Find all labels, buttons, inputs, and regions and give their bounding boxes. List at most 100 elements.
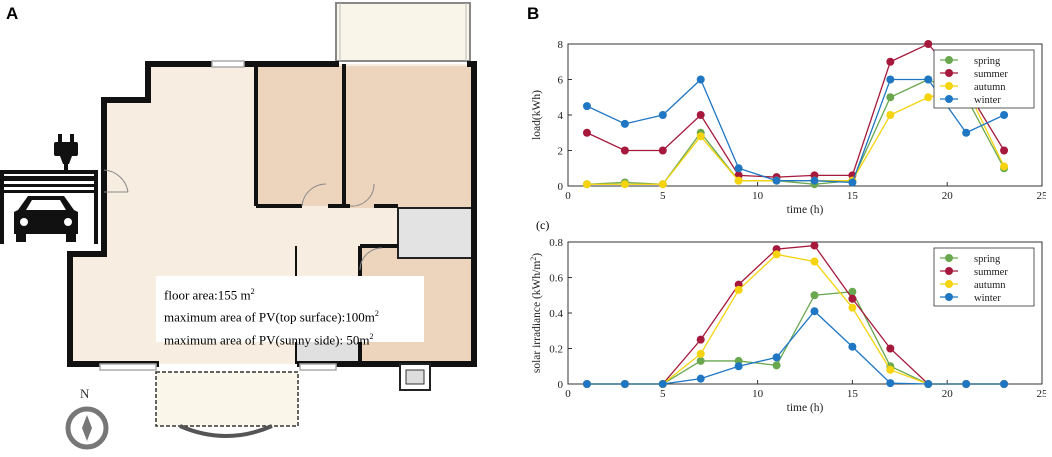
x-tick-label: 5 xyxy=(660,190,666,202)
data-point-summer xyxy=(886,57,895,66)
data-point-autumn xyxy=(886,365,895,374)
legend-label-winter: winter xyxy=(974,95,1001,106)
y-tick-label: 0.2 xyxy=(549,344,563,356)
legend-marker-spring xyxy=(945,254,953,262)
legend-marker-summer xyxy=(945,267,953,275)
data-point-winter xyxy=(1000,111,1009,119)
data-point-autumn xyxy=(848,303,857,312)
data-point-autumn xyxy=(658,180,667,189)
data-point-autumn xyxy=(772,250,781,259)
y-tick-label: 0 xyxy=(558,181,564,193)
data-point-spring xyxy=(848,287,857,296)
floor-plan xyxy=(0,2,477,450)
x-tick-label: 15 xyxy=(847,190,859,202)
plug-icon xyxy=(54,134,78,171)
data-point-autumn xyxy=(696,349,705,358)
legend-label-autumn: autumn xyxy=(974,280,1006,291)
data-point-winter xyxy=(734,164,743,173)
data-point-winter xyxy=(696,374,705,383)
data-point-summer xyxy=(1000,146,1009,155)
room-1 xyxy=(256,66,344,206)
windows xyxy=(99,60,337,371)
legend-marker-autumn xyxy=(945,280,953,288)
panel-letter-b: B xyxy=(527,4,540,23)
bathroom xyxy=(397,207,473,259)
data-point-autumn xyxy=(696,132,705,141)
house-info-box: floor area:155 m2 maximum area of PV(top… xyxy=(156,276,424,347)
data-point-winter xyxy=(848,342,857,351)
legend-label-winter: winter xyxy=(974,293,1001,304)
x-axis-label: time (h) xyxy=(787,204,824,216)
balcony-top xyxy=(335,2,471,62)
legend-label-summer: summer xyxy=(974,267,1008,278)
data-point-winter xyxy=(810,176,819,185)
sub-label-c: (c) xyxy=(536,218,550,232)
legend-marker-winter xyxy=(945,95,953,103)
legend-label-spring: spring xyxy=(974,56,1001,67)
y-tick-label: 0 xyxy=(558,379,564,391)
data-point-summer xyxy=(810,241,819,250)
panel-letter-a: A xyxy=(6,4,19,23)
data-point-winter xyxy=(924,75,933,84)
legend-label-summer: summer xyxy=(974,69,1008,80)
data-point-autumn xyxy=(924,93,933,102)
x-tick-label: 5 xyxy=(660,388,666,400)
data-point-autumn xyxy=(810,257,819,266)
y-tick-label: 0.8 xyxy=(549,237,563,249)
data-point-winter xyxy=(582,102,591,111)
data-point-summer xyxy=(848,294,857,303)
data-point-winter xyxy=(886,75,895,84)
pv-top-text: maximum area of PV(top surface):100m2 xyxy=(164,309,379,325)
legend-marker-summer xyxy=(945,69,953,77)
x-tick-label: 25 xyxy=(1037,190,1047,202)
data-point-winter xyxy=(658,380,667,388)
data-point-winter xyxy=(848,178,857,187)
data-point-autumn xyxy=(886,111,895,119)
y-tick-label: 4 xyxy=(558,110,564,122)
data-point-winter xyxy=(734,362,743,371)
data-point-summer xyxy=(924,40,933,48)
data-point-winter xyxy=(924,380,933,388)
floor-area-text: floor area:155 m2 xyxy=(164,287,255,303)
x-axis-label: time (h) xyxy=(787,402,824,414)
data-point-summer xyxy=(886,344,895,353)
y-tick-label: 8 xyxy=(558,39,564,51)
data-point-spring xyxy=(772,361,781,370)
x-tick-label: 20 xyxy=(942,190,954,202)
data-point-summer xyxy=(582,128,591,137)
data-point-summer xyxy=(696,111,705,119)
data-point-spring xyxy=(810,291,819,300)
data-point-winter xyxy=(620,380,629,388)
data-point-autumn xyxy=(734,285,743,294)
data-point-summer xyxy=(696,335,705,344)
y-axis-label: load(kWh) xyxy=(531,90,543,140)
legend-marker-spring xyxy=(945,56,953,64)
x-tick-label: 20 xyxy=(942,388,954,400)
data-point-summer xyxy=(620,146,629,155)
outer-walls xyxy=(67,61,477,367)
data-point-autumn xyxy=(620,180,629,189)
data-point-autumn xyxy=(734,176,743,185)
data-point-winter xyxy=(1000,380,1009,388)
load-chart: 0 5 10 15 20 25 0 2 4 6 8 time (h) load(kWh) spring su… xyxy=(531,39,1047,216)
data-point-spring xyxy=(886,93,895,102)
series-line-winter xyxy=(586,310,1005,385)
x-tick-label: 10 xyxy=(752,190,764,202)
north-label: N xyxy=(80,386,90,401)
data-point-winter xyxy=(582,380,591,388)
x-tick-label: 0 xyxy=(565,388,571,400)
data-point-winter xyxy=(810,307,819,316)
data-point-spring xyxy=(696,356,705,365)
pv-sunny-text: maximum area of PV(sunny side): 50m2 xyxy=(164,331,374,347)
x-tick-label: 25 xyxy=(1037,388,1047,400)
x-tick-label: 10 xyxy=(752,388,764,400)
garage-car-icon xyxy=(0,170,98,244)
data-point-winter xyxy=(772,176,781,185)
y-tick-label: 0.6 xyxy=(549,273,563,285)
bay-window xyxy=(155,371,299,438)
data-point-winter xyxy=(620,119,629,128)
y-tick-label: 2 xyxy=(558,146,564,158)
data-point-winter xyxy=(772,353,781,362)
data-point-winter xyxy=(658,111,667,119)
legend-label-autumn: autumn xyxy=(974,82,1006,93)
